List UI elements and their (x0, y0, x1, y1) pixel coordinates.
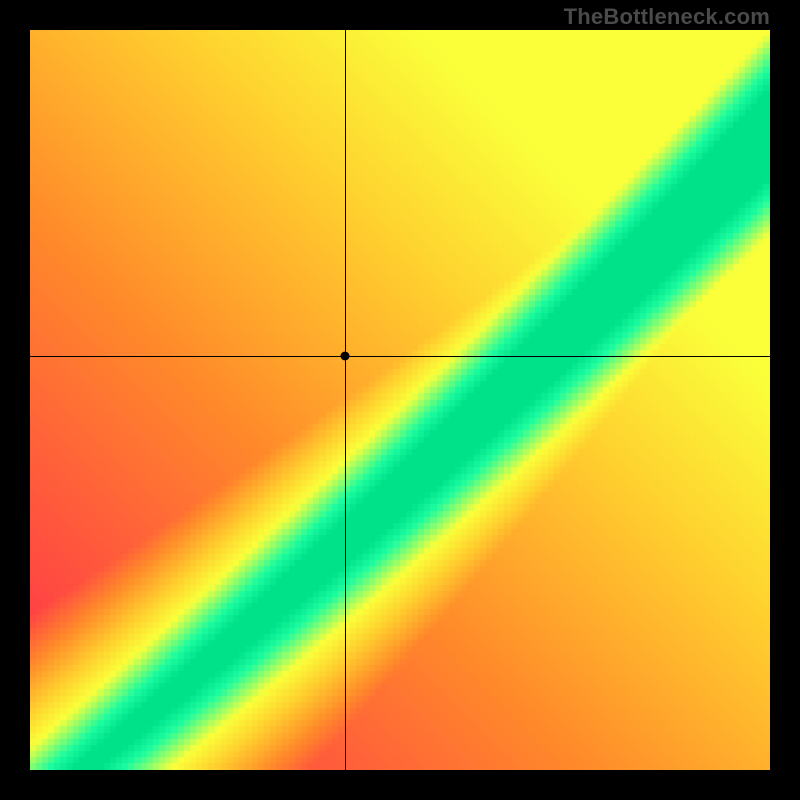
crosshair-vertical (345, 30, 346, 770)
figure-root: TheBottleneck.com (0, 0, 800, 800)
crosshair-marker (340, 351, 349, 360)
heatmap-canvas (30, 30, 770, 770)
crosshair-horizontal (30, 356, 770, 357)
plot-area (30, 30, 770, 770)
watermark-text: TheBottleneck.com (564, 4, 770, 30)
